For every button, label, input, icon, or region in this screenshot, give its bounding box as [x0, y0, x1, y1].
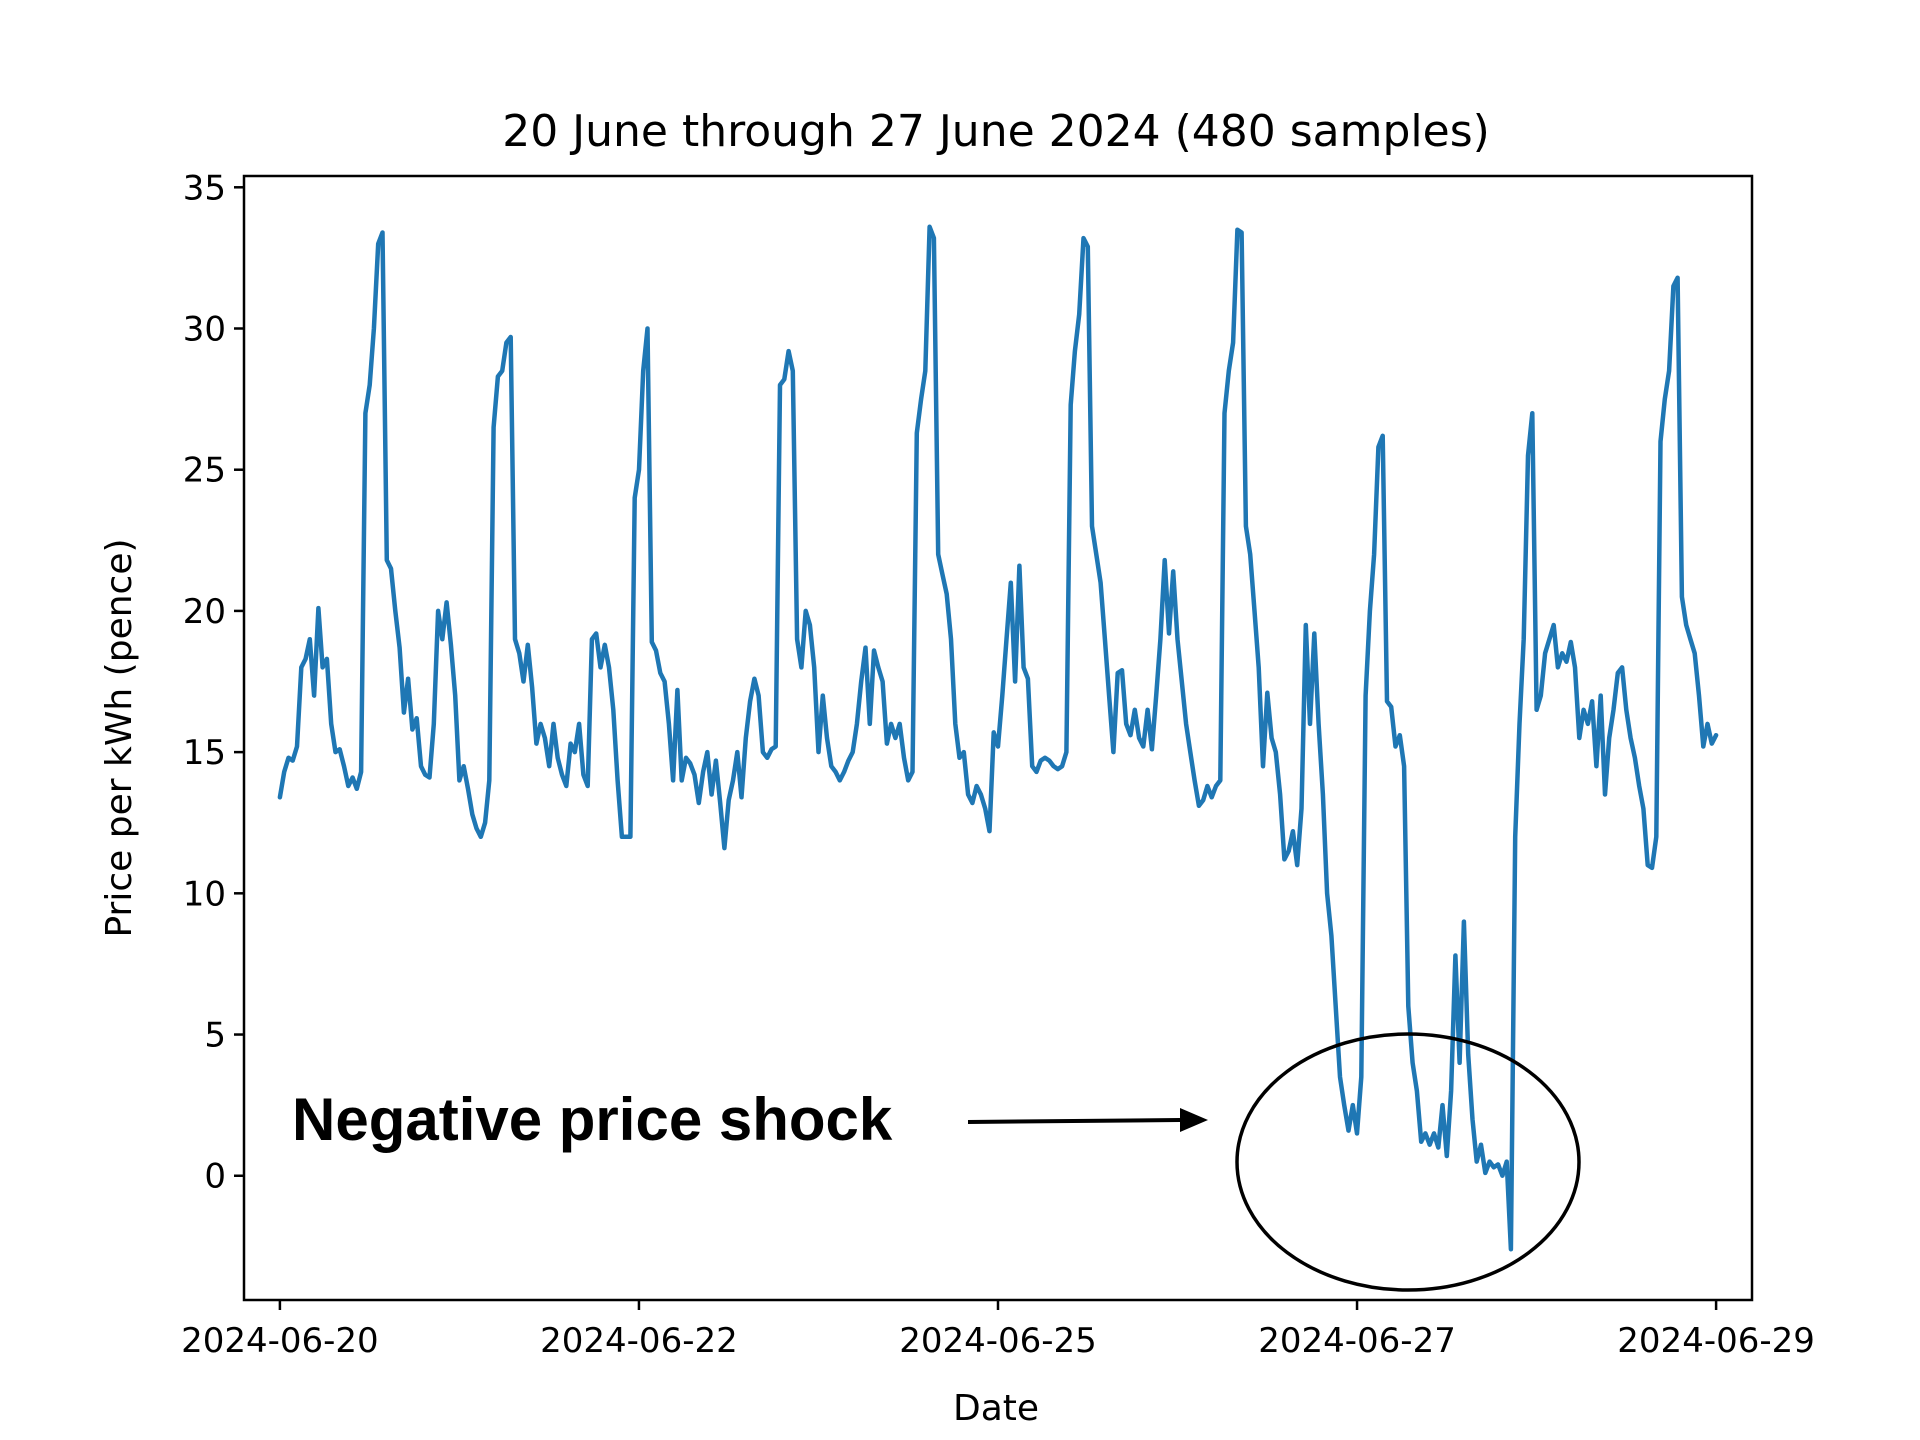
annotation-arrow-shaft	[967, 1118, 1181, 1124]
y-tick-label: 15	[183, 733, 226, 773]
series-line-price	[277, 224, 1719, 1252]
x-tick-label: 2024-06-29	[1617, 1321, 1815, 1361]
y-axis-label: Price per kWh (pence)	[99, 538, 140, 937]
y-axis: 0 5 10 15 20 25 30 35	[183, 168, 244, 1197]
annotation-text: Negative price shock	[292, 1086, 893, 1153]
y-tick-label: 0	[204, 1157, 226, 1197]
y-tick-label: 25	[183, 451, 226, 491]
y-tick-label: 30	[183, 310, 226, 350]
x-axis-label: Date	[953, 1388, 1039, 1429]
x-axis: 2024-06-20 2024-06-22 2024-06-25 2024-06-27…	[181, 1300, 1815, 1361]
annotation-circle	[1235, 1032, 1581, 1292]
y-tick-label: 20	[183, 592, 226, 632]
y-tick-label: 10	[183, 874, 226, 914]
y-tick-label: 5	[204, 1016, 226, 1056]
x-tick-label: 2024-06-25	[899, 1321, 1097, 1361]
x-tick-label: 2024-06-20	[181, 1321, 379, 1361]
y-tick-label: 35	[183, 168, 226, 208]
x-tick-label: 2024-06-27	[1258, 1321, 1456, 1361]
annotation-arrow-head	[1180, 1108, 1208, 1132]
x-tick-label: 2024-06-22	[540, 1321, 738, 1361]
chart-title: 20 June through 27 June 2024 (480 sample…	[502, 106, 1490, 157]
